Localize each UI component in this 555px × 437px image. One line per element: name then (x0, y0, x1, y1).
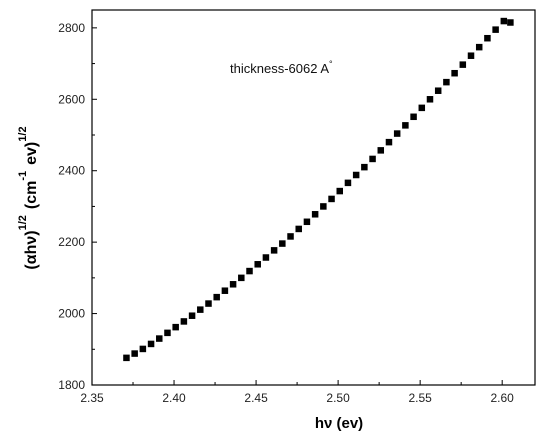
y-tick-label: 2400 (58, 164, 85, 178)
data-point (426, 96, 434, 103)
data-point (410, 113, 417, 121)
data-point (156, 335, 163, 342)
x-tick-label: 2.35 (80, 391, 104, 405)
x-tick-label: 2.55 (408, 391, 432, 405)
x-tick-label: 2.60 (491, 391, 515, 405)
data-point (205, 300, 212, 307)
data-points (123, 17, 514, 362)
y-tick-label: 2200 (58, 235, 85, 249)
data-point (303, 218, 311, 226)
data-point (369, 155, 376, 163)
data-point (459, 61, 467, 68)
annotation-text: thickness-6062 A° (230, 59, 333, 76)
data-point (361, 163, 368, 171)
data-point (270, 247, 278, 254)
data-point (287, 233, 294, 240)
data-point (500, 17, 508, 25)
data-point (385, 138, 393, 146)
x-axis-ticks: 2.35 2.40 2.45 2.50 2.55 2.60 (80, 380, 514, 405)
data-point (131, 350, 138, 357)
data-point (393, 130, 401, 137)
data-point (246, 267, 253, 275)
x-tick-label: 2.50 (326, 391, 350, 405)
data-point (320, 203, 327, 210)
data-point (238, 274, 245, 282)
data-point (311, 211, 319, 218)
y-tick-label: 2000 (58, 307, 85, 321)
data-point (164, 329, 171, 337)
data-point (484, 34, 491, 42)
data-point (344, 179, 352, 187)
data-point (507, 19, 514, 26)
data-point (352, 171, 360, 179)
x-tick-label: 2.45 (244, 391, 268, 405)
data-point (221, 287, 229, 294)
data-point (402, 122, 409, 129)
data-point (467, 52, 475, 59)
data-point (213, 293, 220, 301)
data-point (254, 261, 261, 268)
data-point (492, 26, 499, 33)
data-point (147, 340, 155, 348)
data-point (475, 43, 483, 51)
data-point (172, 323, 179, 331)
x-axis-title: hν (ev) (315, 415, 363, 432)
y-tick-label: 2600 (58, 92, 85, 106)
data-point (451, 69, 458, 77)
data-point (229, 281, 237, 288)
y-tick-label: 2800 (58, 21, 85, 35)
data-point (336, 187, 344, 195)
data-point (180, 318, 188, 325)
data-point (295, 225, 302, 233)
data-point (434, 87, 442, 94)
data-point (188, 312, 196, 319)
data-point (328, 195, 335, 203)
data-point (139, 345, 147, 353)
plot-frame (91, 9, 536, 386)
y-tick-label: 1800 (58, 378, 85, 392)
data-point (197, 306, 204, 313)
data-point (418, 104, 426, 112)
data-point (279, 240, 286, 247)
y-axis-ticks: 1800 2000 2200 2400 2600 2800 (58, 21, 97, 392)
y-axis-title: (αhν)1/2(cm-1ev)1/2 (17, 126, 40, 269)
data-point (123, 354, 130, 362)
data-point (262, 254, 270, 261)
data-point (377, 147, 385, 154)
data-point (443, 78, 450, 86)
x-tick-label: 2.40 (162, 391, 186, 405)
